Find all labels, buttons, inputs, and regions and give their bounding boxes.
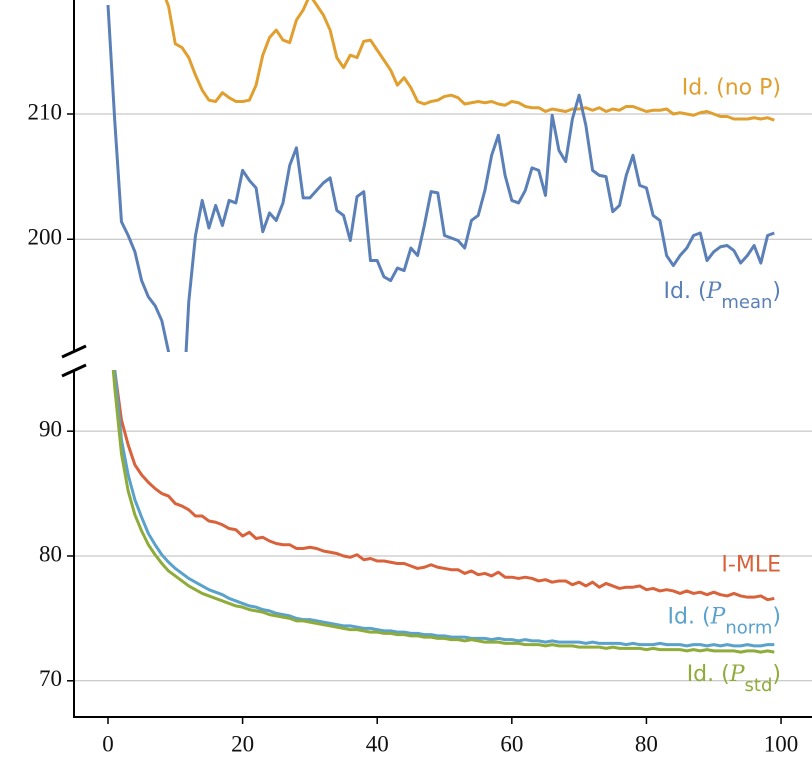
x-tick-label: 60: [500, 731, 523, 756]
series-line: [106, 4, 775, 352]
line-layer: [106, 0, 775, 654]
series-label: I-MLE: [721, 552, 781, 577]
x-tick-label: 40: [366, 731, 389, 756]
y-tick-label: 90: [39, 416, 62, 441]
axis-break: [61, 344, 87, 359]
series-label: Id. (Pmean): [664, 279, 781, 313]
x-tick-label: 0: [102, 731, 114, 756]
x-tick-label: 20: [231, 731, 254, 756]
y-tick-label: 210: [28, 99, 63, 124]
series-line: [113, 370, 775, 602]
series-line: [113, 370, 775, 648]
y-tick-label: 70: [39, 666, 62, 691]
y-tick-label: 80: [39, 541, 62, 566]
axis-break: [61, 363, 87, 378]
series-label: Id. (Pstd): [687, 662, 781, 696]
x-tick-label: 80: [635, 731, 658, 756]
y-tick-label: 200: [28, 225, 63, 250]
text-layer: 200 210 Id. (no P) Id. (Pmean) 70 80 90 0 20 40 60…: [28, 75, 799, 756]
x-tick-label: 100: [764, 731, 799, 756]
grid-layer: [67, 113, 812, 724]
series-label: Id. (no P): [682, 75, 781, 100]
series-line: [111, 370, 775, 654]
series-line: [164, 0, 775, 122]
series-label: Id. (Pnorm): [668, 605, 781, 639]
